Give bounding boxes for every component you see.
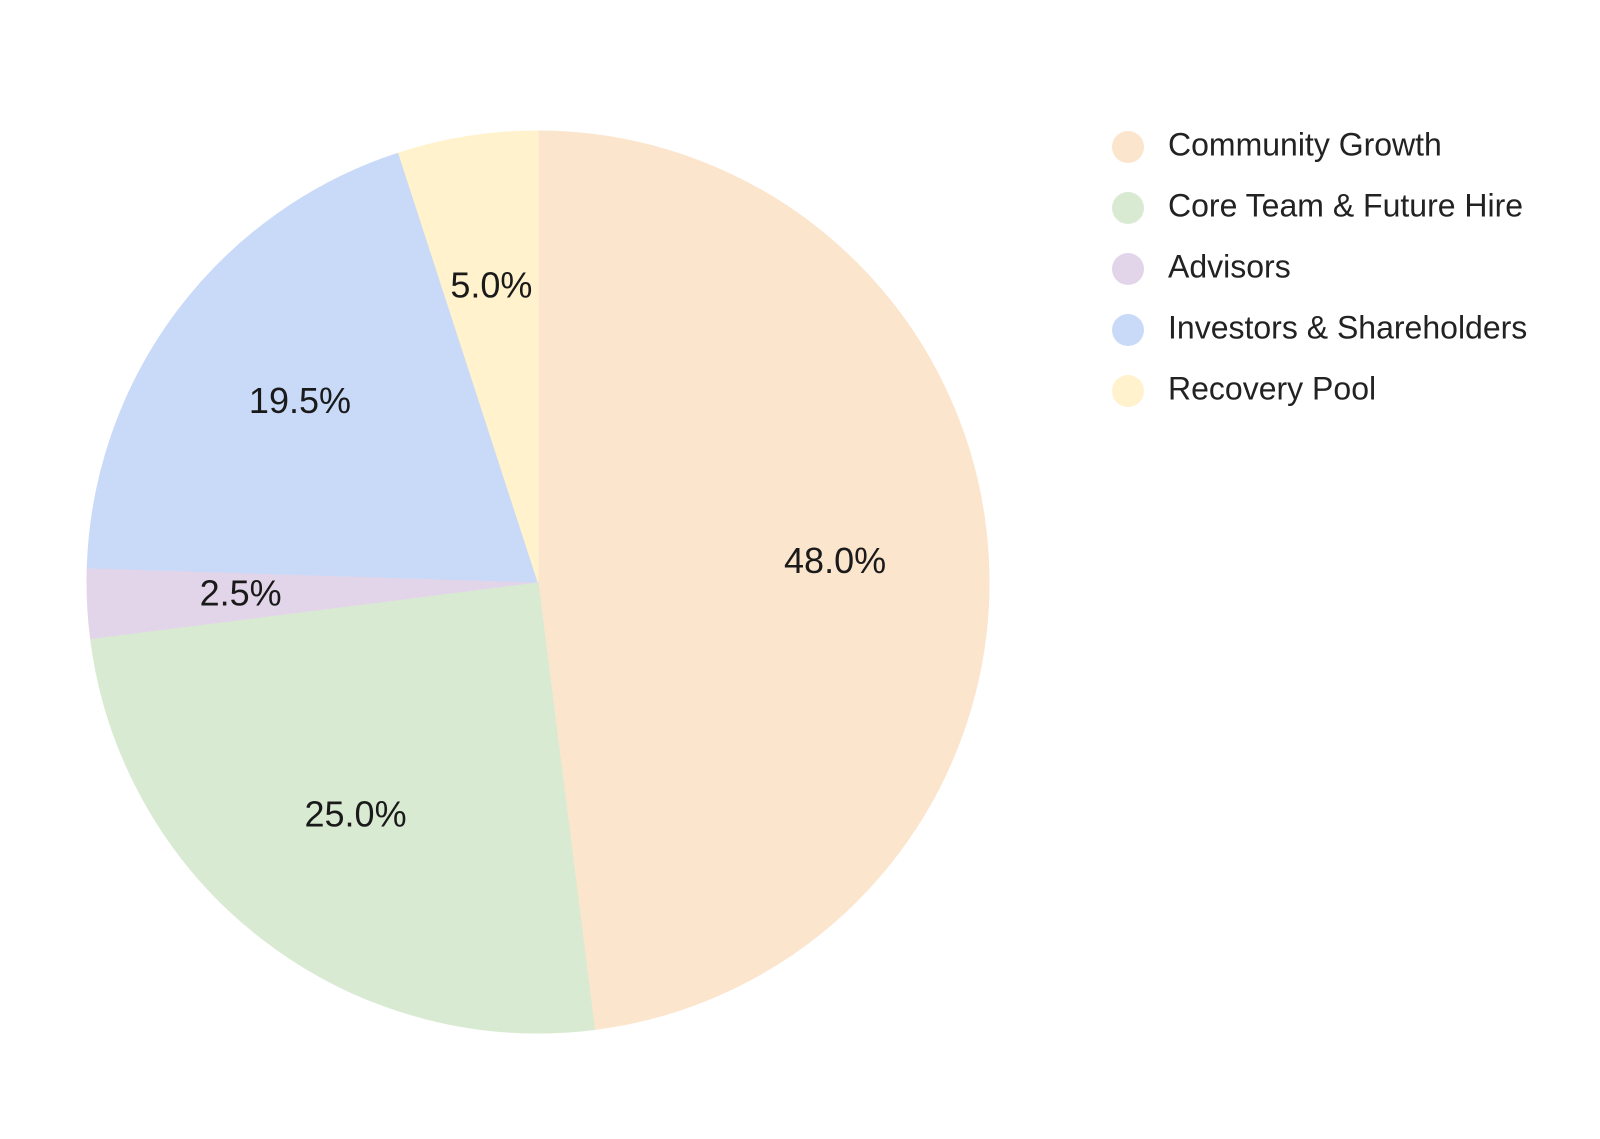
- legend-item-core-team-and-future-hire: Core Team & Future Hire: [1112, 187, 1523, 224]
- pie-slice-label-community-growth: 48.0%: [784, 540, 886, 581]
- pie-slice-core-team-and-future-hire: [89, 581, 596, 1034]
- pie-slice-label-advisors: 2.5%: [200, 573, 282, 614]
- legend-swatch-core-team-and-future-hire: [1112, 192, 1144, 224]
- pie-slice-community-growth: [537, 130, 990, 1030]
- pie-slice-label-investors-and-shareholders: 19.5%: [249, 380, 351, 421]
- legend-label-community-growth: Community Growth: [1168, 126, 1442, 162]
- legend-label-core-team-and-future-hire: Core Team & Future Hire: [1168, 187, 1523, 223]
- pie-slice-recovery-pool: [398, 130, 539, 583]
- pie-slice-label-core-team-and-future-hire: 25.0%: [305, 794, 407, 835]
- legend-label-recovery-pool: Recovery Pool: [1168, 370, 1376, 406]
- legend-item-advisors: Advisors: [1112, 248, 1291, 285]
- pie-slice-labels: 48.0% 25.0% 2.5% 19.5% 5.0%: [200, 265, 886, 835]
- legend-item-recovery-pool: Recovery Pool: [1112, 370, 1376, 407]
- legend-swatch-investors-and-shareholders: [1112, 314, 1144, 346]
- legend-swatch-recovery-pool: [1112, 375, 1144, 407]
- legend-label-advisors: Advisors: [1168, 248, 1291, 284]
- legend: Community Growth Core Team & Future Hire A…: [1112, 126, 1527, 407]
- pie-slice-investors-and-shareholders: [86, 152, 539, 583]
- pie-slices: [86, 130, 990, 1034]
- legend-label-investors-and-shareholders: Investors & Shareholders: [1168, 309, 1527, 345]
- pie-slice-label-recovery-pool: 5.0%: [450, 265, 532, 306]
- legend-swatch-community-growth: [1112, 131, 1144, 163]
- legend-swatch-advisors: [1112, 253, 1144, 285]
- legend-item-community-growth: Community Growth: [1112, 126, 1442, 163]
- legend-item-investors-and-shareholders: Investors & Shareholders: [1112, 309, 1527, 346]
